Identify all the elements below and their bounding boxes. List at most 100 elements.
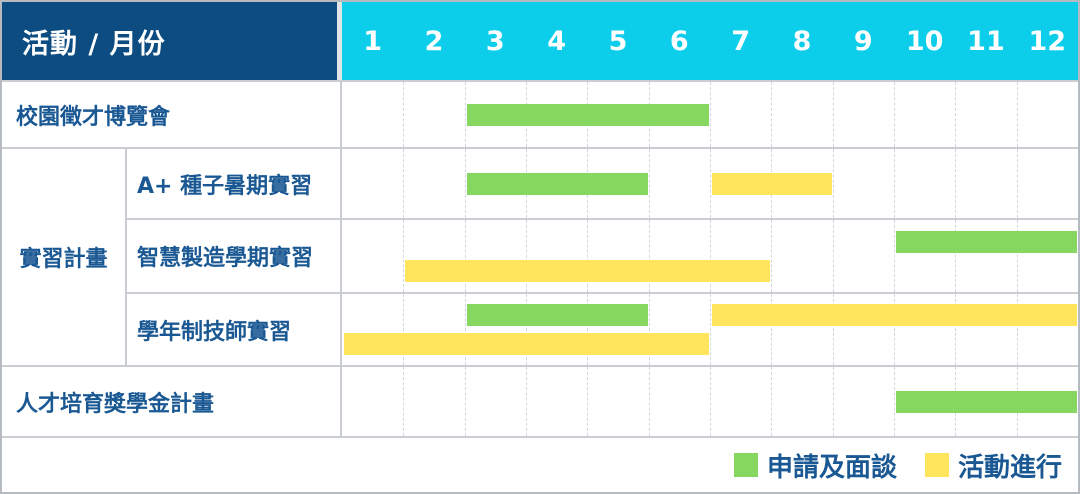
month-gridline — [955, 149, 957, 218]
month-gridline — [403, 220, 405, 292]
month-gridline — [403, 149, 405, 218]
bar-activity-ongoing — [344, 333, 709, 355]
bar-activity-ongoing — [712, 172, 832, 195]
bar-line — [342, 304, 1078, 326]
activity-month-header: 活動 / 月份 — [2, 2, 342, 80]
month-gridline — [710, 294, 711, 365]
activity-row: 學年制技師實習 — [127, 292, 1078, 365]
bar-activity-ongoing — [405, 259, 771, 282]
month-gridline — [403, 367, 405, 436]
month-gridline — [894, 220, 895, 292]
month-ruler: 1 2 3 4 5 6 7 8 9 10 11 12 — [342, 2, 1078, 80]
gantt-body: 校園徵才博覽會 實習計畫 A+ 種子暑期實習 智慧製造學期實習 學年制技師實習 人才培育獎… — [2, 80, 1078, 436]
legend: 申請及面談 活動進行 — [2, 436, 1078, 492]
group-row-internship: 實習計畫 A+ 種子暑期實習 智慧製造學期實習 學年制技師實習 — [2, 147, 1078, 365]
bar-line — [342, 103, 1078, 126]
month-label: 5 — [608, 25, 628, 57]
month-gridline — [587, 367, 589, 436]
month-gridline — [710, 367, 711, 436]
activity-row: 智慧製造學期實習 — [127, 218, 1078, 292]
month-gridline — [464, 367, 466, 436]
activity-label: A+ 種子暑期實習 — [127, 149, 342, 218]
month-gridline — [894, 149, 895, 218]
month-gridline — [587, 220, 589, 292]
month-gridline — [832, 294, 834, 365]
month-label: 9 — [853, 25, 873, 57]
activity-label: 校園徵才博覽會 — [2, 82, 342, 147]
legend-label: 申請及面談 — [766, 452, 897, 483]
month-label: 11 — [967, 25, 1005, 57]
bar-line — [342, 259, 1078, 282]
legend-item: 申請及面談 — [733, 447, 897, 484]
group-label: 實習計畫 — [2, 149, 127, 365]
bar-line — [342, 172, 1078, 195]
month-gridline — [832, 220, 834, 292]
month-gridline — [832, 367, 834, 436]
bar-apply-interview — [466, 172, 648, 195]
month-gridline — [464, 149, 466, 218]
month-gridline — [648, 367, 650, 436]
month-label: 12 — [1028, 25, 1067, 57]
group-subrows: A+ 種子暑期實習 智慧製造學期實習 學年制技師實習 — [127, 149, 1078, 365]
month-gridline — [710, 82, 711, 147]
month-gridline — [771, 220, 773, 292]
legend-item: 活動進行 — [924, 447, 1062, 484]
month-gridline — [403, 294, 405, 365]
month-gridline — [1016, 220, 1018, 292]
chart-cell — [342, 294, 1078, 365]
legend-label: 活動進行 — [957, 452, 1062, 483]
chart-cell — [342, 367, 1078, 436]
bar-apply-interview — [466, 304, 648, 326]
activity-label: 智慧製造學期實習 — [127, 220, 342, 292]
activity-row: A+ 種子暑期實習 — [127, 149, 1078, 218]
month-gridline — [464, 82, 466, 147]
chart-cell — [342, 220, 1078, 292]
chart-cell — [342, 82, 1078, 147]
month-gridline — [1016, 82, 1018, 147]
month-gridline — [403, 82, 405, 147]
month-gridline — [526, 294, 527, 365]
month-gridline — [1016, 149, 1018, 218]
month-gridline — [894, 367, 895, 436]
month-gridline — [526, 220, 527, 292]
month-label: 4 — [547, 25, 567, 57]
month-label: 10 — [905, 25, 944, 57]
month-gridline — [648, 149, 650, 218]
legend-swatch-yellow — [924, 453, 949, 477]
month-gridline — [648, 294, 650, 365]
month-gridline — [832, 82, 834, 147]
chart-cell — [342, 149, 1078, 218]
month-label: 1 — [363, 25, 383, 57]
bar-line — [342, 333, 1078, 355]
activity-label: 學年制技師實習 — [127, 294, 342, 365]
month-gridline — [464, 220, 466, 292]
month-label: 6 — [669, 25, 689, 57]
month-gridline — [955, 294, 957, 365]
activity-label: 人才培育獎學金計畫 — [2, 367, 342, 436]
month-gridline — [894, 294, 895, 365]
month-gridline — [526, 367, 527, 436]
bar-activity-ongoing — [712, 304, 1077, 326]
month-gridline — [832, 149, 834, 218]
month-label: 7 — [731, 25, 751, 57]
bar-line — [342, 390, 1078, 413]
activity-row: 校園徵才博覽會 — [2, 80, 1078, 147]
month-label: 8 — [792, 25, 812, 57]
month-label: 3 — [485, 25, 505, 57]
month-gridline — [771, 367, 773, 436]
legend-swatch-green — [733, 453, 758, 477]
bar-apply-interview — [896, 230, 1077, 253]
bar-apply-interview — [896, 390, 1077, 413]
month-label: 2 — [424, 25, 444, 57]
month-gridline — [587, 294, 589, 365]
bar-apply-interview — [466, 103, 709, 126]
bar-line — [342, 230, 1078, 253]
month-gridline — [710, 220, 711, 292]
month-gridline — [771, 82, 773, 147]
month-gridline — [955, 220, 957, 292]
month-gridline — [464, 294, 466, 365]
month-gridline — [648, 220, 650, 292]
month-gridline — [771, 294, 773, 365]
month-gridline — [955, 82, 957, 147]
